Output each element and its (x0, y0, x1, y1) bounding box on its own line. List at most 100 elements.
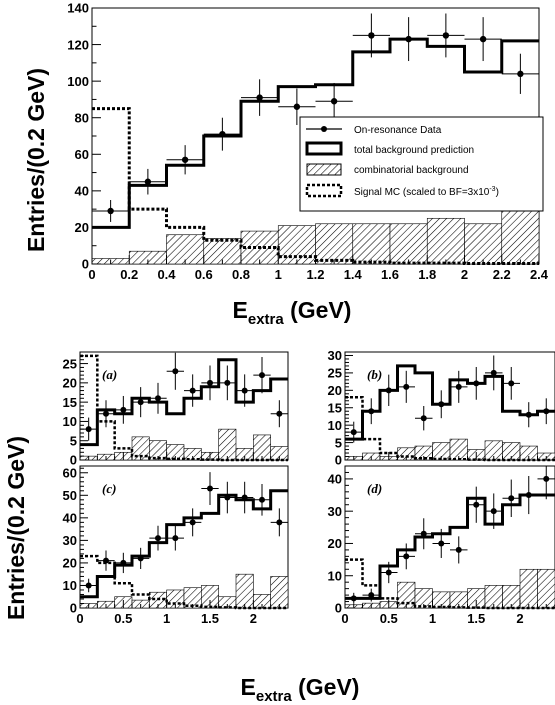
data-point-b-10 (525, 411, 532, 418)
y-tick-label-main: 100 (67, 74, 89, 89)
x-tick-label-main: 1.2 (306, 267, 324, 282)
data-point-a-1 (103, 410, 109, 417)
main-legend: On-resonance Data total background predi… (299, 116, 544, 212)
legend-signal-mc-icon (305, 183, 343, 198)
data-point-a-10 (259, 372, 265, 379)
data-point-b-0 (350, 429, 357, 436)
data-point-a-0 (85, 426, 92, 433)
data-point-c-11 (276, 519, 283, 526)
data-point-d-11 (543, 475, 550, 482)
total-background-line-c (80, 489, 288, 599)
data-point-b-1 (368, 408, 375, 415)
data-point-main-11 (517, 70, 524, 78)
legend-label-signal-mc: Signal MC (scaled to BF=3x10-3) (354, 186, 499, 198)
x-tick-label-c: 1.5 (201, 611, 219, 626)
x-tick-label-c: 0.5 (114, 611, 132, 626)
data-point-main-1 (144, 178, 152, 185)
x-tick-label-c: 1 (163, 611, 170, 626)
combinatorial-bar-main-6 (315, 223, 354, 265)
legend-data-marker-icon (321, 126, 327, 132)
y-tick-label-main: 60 (75, 147, 89, 162)
x-tick-label-main: 0.4 (157, 267, 176, 282)
data-point-d-0 (350, 595, 357, 602)
data-point-d-3 (403, 553, 410, 560)
data-point-a-4 (155, 395, 161, 402)
y-tick-label-main: 20 (75, 220, 89, 235)
combinatorial-bar-d-11 (537, 568, 555, 609)
x-tick-label-main: 0.8 (232, 267, 250, 282)
legend-label-total-background: total background prediction (354, 145, 474, 156)
data-point-main-4 (256, 94, 263, 101)
data-point-b-3 (403, 383, 410, 390)
data-point-d-2 (385, 569, 392, 576)
combinatorial-bar-d-10 (519, 568, 538, 609)
y-tick-label-d: 40 (328, 472, 342, 487)
y-tick-label-main: 80 (75, 110, 89, 125)
y-tick-label-b: 25 (328, 366, 342, 381)
x-tick-label-d: 1.5 (467, 611, 485, 626)
y-tick-label-a: 25 (63, 356, 77, 371)
data-point-a-9 (241, 387, 248, 394)
data-point-b-8 (490, 369, 497, 376)
y-tick-label-main: 0 (82, 257, 89, 272)
data-point-c-6 (189, 519, 196, 526)
data-point-main-2 (181, 156, 189, 163)
main-x-axis-label: Eextra (GeV) (233, 297, 352, 328)
y-tick-label-c: 50 (63, 488, 77, 503)
x-tick-label-main: 1 (275, 267, 282, 282)
data-point-b-2 (385, 387, 392, 394)
data-point-a-3 (137, 399, 144, 406)
x-tick-label-d: 0 (341, 611, 348, 626)
combinatorial-bar-main-8 (389, 223, 428, 265)
combinatorial-bar-a-8 (218, 428, 237, 461)
data-point-d-1 (368, 592, 375, 599)
data-point-b-9 (508, 380, 515, 387)
y-tick-label-b: 15 (328, 400, 342, 415)
y-tick-label-main: 140 (67, 1, 89, 16)
panel-tag-c: (c) (102, 481, 116, 496)
data-point-main-3 (219, 130, 226, 138)
data-point-main-0 (107, 207, 114, 215)
data-point-main-5 (293, 103, 301, 110)
data-point-c-2 (120, 559, 127, 566)
data-point-main-8 (405, 35, 412, 43)
bottom-y-axis-label: Entries/(0.2 GeV) (3, 436, 29, 620)
data-point-c-8 (224, 494, 231, 501)
legend-label-data: On-resonance Data (354, 125, 442, 136)
x-tick-label-d: 2 (516, 611, 523, 626)
total-background-line-b (345, 364, 555, 441)
data-point-c-0 (85, 582, 92, 589)
data-point-c-3 (137, 555, 144, 562)
data-point-a-2 (120, 406, 127, 413)
y-tick-label-c: 30 (63, 533, 77, 548)
data-point-d-9 (508, 495, 515, 502)
y-tick-label-b: 5 (335, 435, 342, 450)
data-point-a-6 (189, 387, 196, 394)
data-point-c-4 (155, 535, 161, 542)
y-tick-label-d: 20 (328, 536, 342, 551)
data-point-c-5 (172, 535, 179, 542)
x-tick-label-c: 0 (76, 611, 83, 626)
data-point-c-9 (241, 494, 248, 501)
y-tick-label-a: 20 (63, 376, 77, 391)
y-tick-label-main: 120 (67, 37, 89, 52)
main-chart: 0 20 40 60 80 100 120 140 0 0.2 0.4 0.6 0.8 1 1.2 1.4 1.… (23, 1, 549, 328)
y-tick-label-b: 20 (328, 383, 342, 398)
y-tick-label-a: 15 (63, 395, 77, 410)
data-point-main-6 (330, 98, 338, 105)
x-tick-label-main: 2.4 (530, 267, 549, 282)
panel-tag-d: (d) (367, 481, 382, 496)
y-tick-label-d: 10 (328, 568, 342, 583)
total-background-line-main (92, 37, 539, 229)
data-point-main-7 (368, 32, 375, 39)
x-tick-label-main: 1.6 (381, 267, 399, 282)
data-point-main-9 (442, 32, 450, 39)
data-point-b-4 (420, 415, 427, 422)
legend-total-background-icon (305, 141, 343, 156)
panel-c: 0 10 20 30 40 50 60 0 0.5 1 1.5 2 (c) (63, 465, 289, 626)
y-tick-label-c: 10 (63, 578, 77, 593)
combinatorial-bar-main-5 (277, 225, 316, 265)
x-tick-label-d: 0.5 (380, 611, 398, 626)
data-point-d-5 (438, 540, 445, 547)
